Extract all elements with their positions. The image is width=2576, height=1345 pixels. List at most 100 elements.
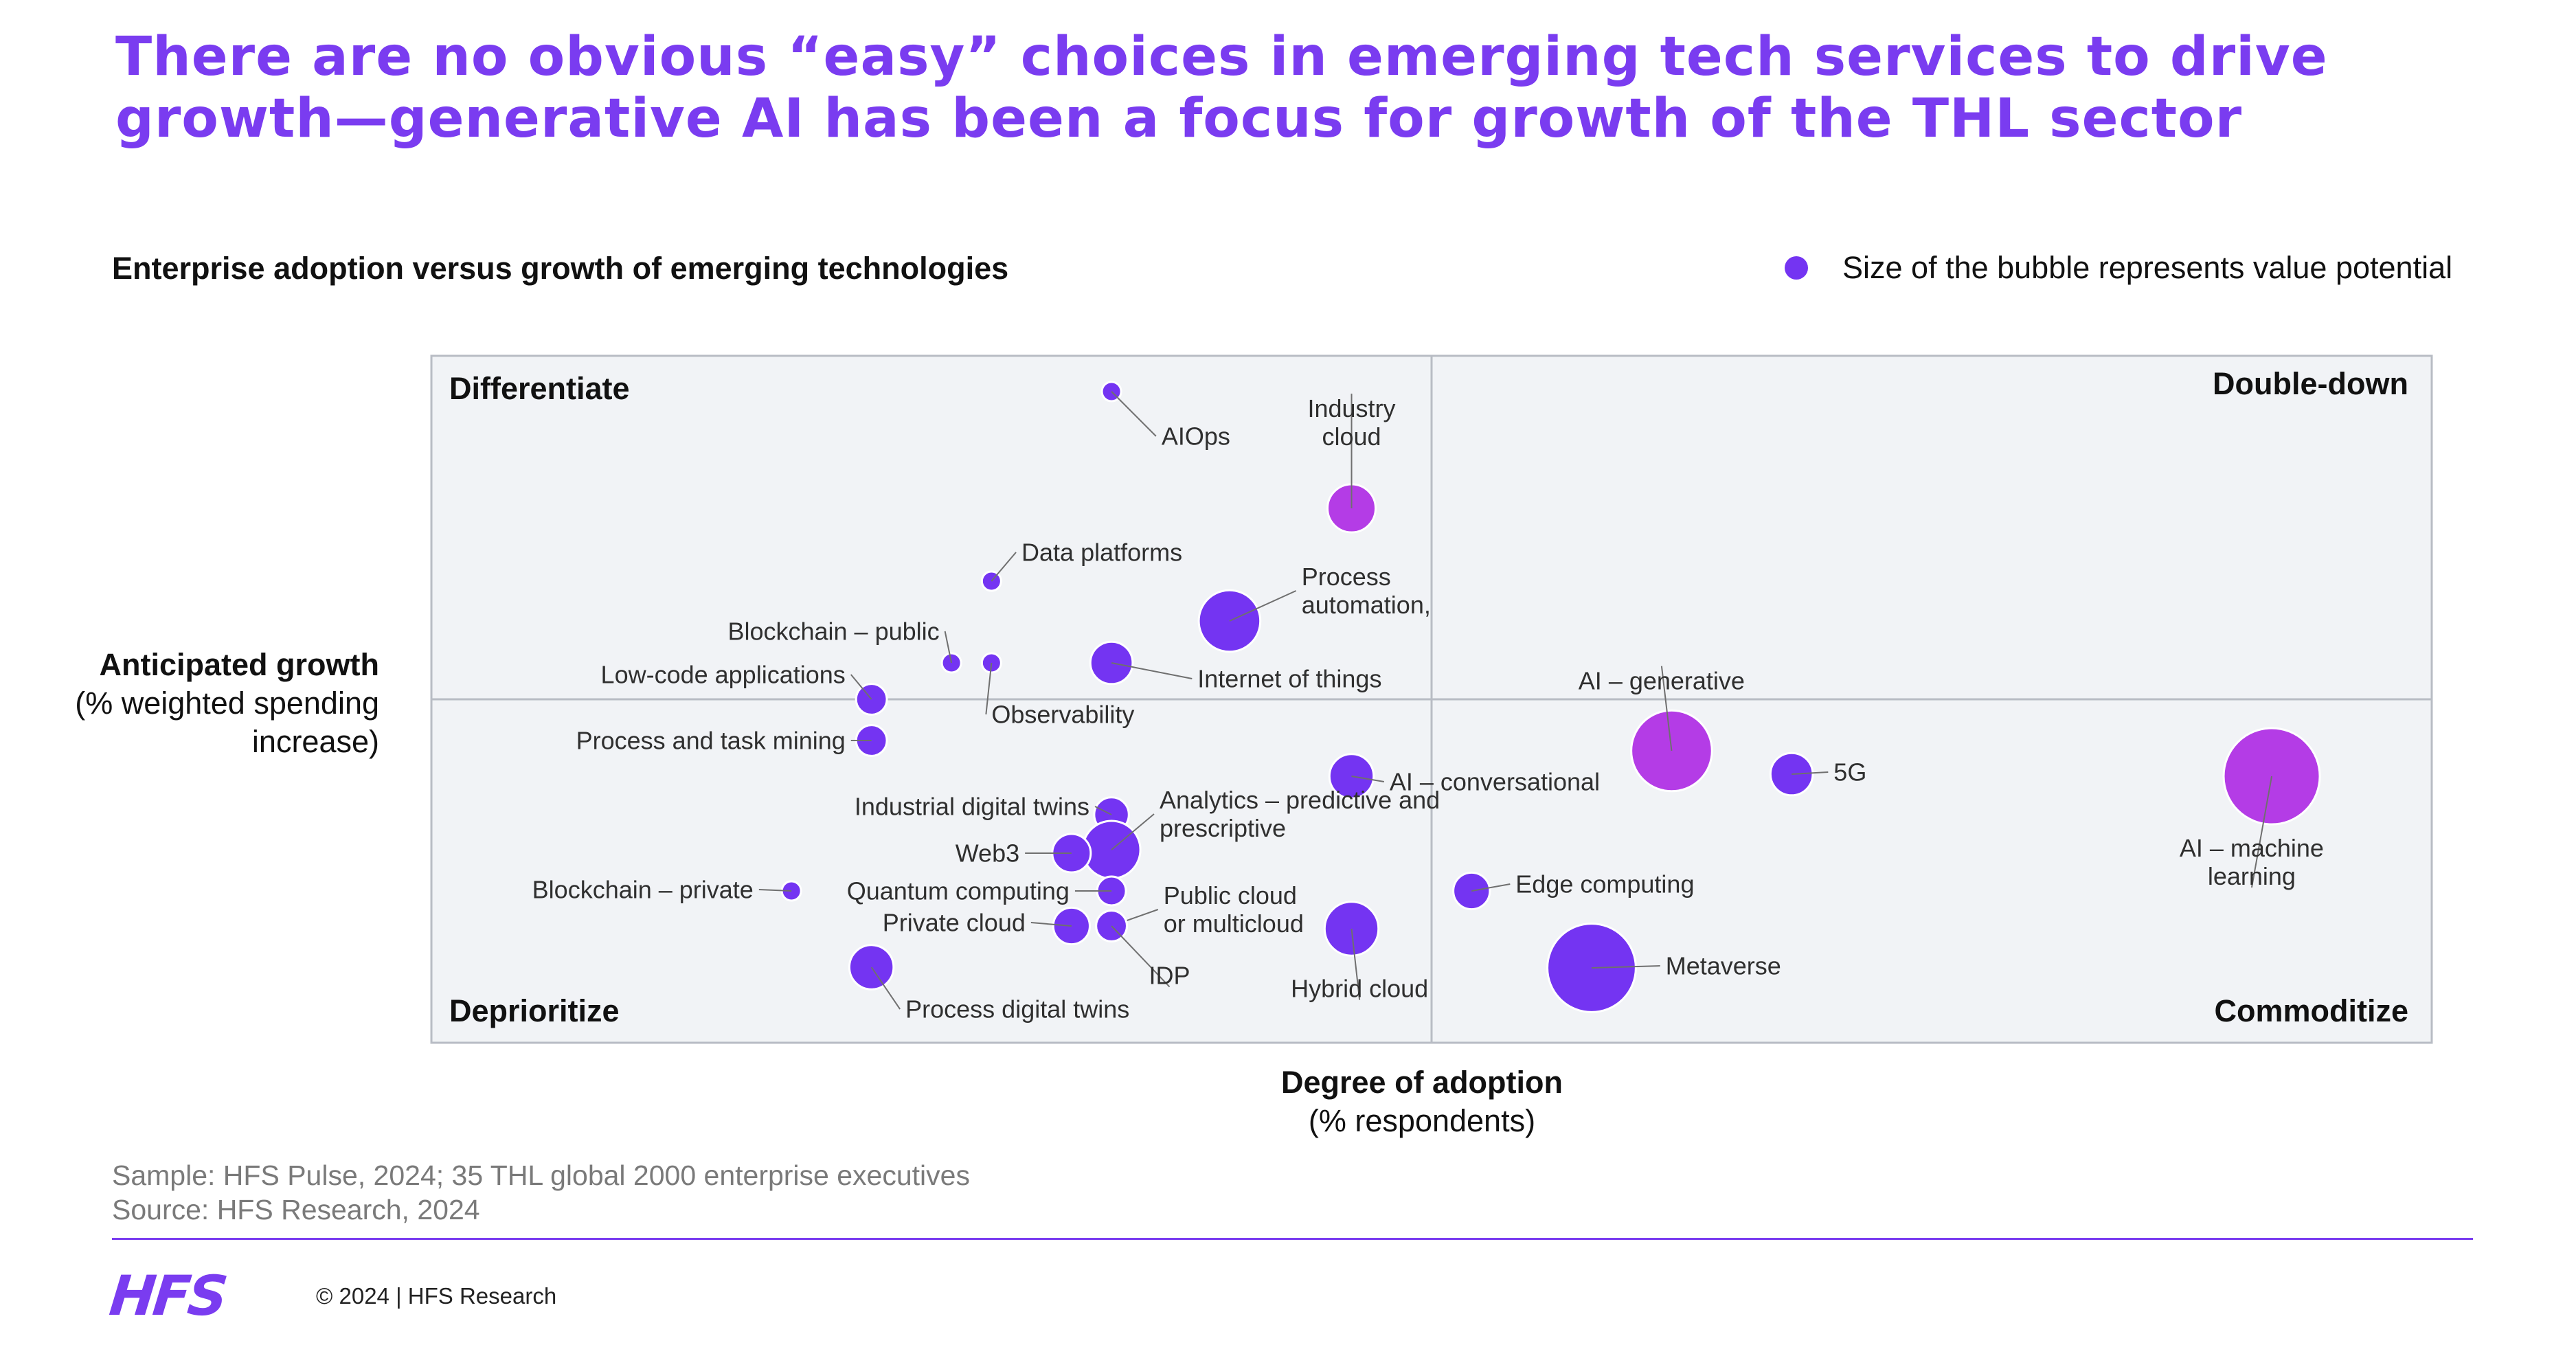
- bubble-label-industrial-digital-twins: Industrial digital twins: [855, 793, 1089, 821]
- x-axis-title: Degree of adoption: [1280, 1065, 1563, 1100]
- bubble-label-hybrid-cloud: Hybrid cloud: [1291, 975, 1428, 1003]
- bubble-label-process-digital-twins: Process digital twins: [905, 995, 1129, 1024]
- bubble-internet-of-things: [1089, 640, 1134, 686]
- bubble-label-line: Observability: [991, 701, 1134, 729]
- bubbles: AIOps Industry cloud Data platforms Process a…: [532, 381, 2324, 1024]
- leader-line-data-platforms: [991, 552, 1017, 582]
- bubble-label-quantum-computing: Quantum computing: [847, 877, 1070, 905]
- bubble-edge-computing: [1452, 871, 1491, 911]
- bubble-label-line: automation,: [1302, 591, 1431, 619]
- quadrant-label-double-down: Double-down: [2213, 366, 2408, 401]
- bubble-label-line: Data platforms: [1021, 539, 1182, 567]
- bubble-label-public-cloud-or-multicloud: Public cloud or multicloud: [1164, 881, 1304, 938]
- leader-line-ai-conversational: [1351, 776, 1385, 782]
- leader-line-metaverse: [1591, 965, 1660, 969]
- leader-line-industrial-digital-twins: [1094, 806, 1112, 815]
- source-note: Source: HFS Research, 2024: [112, 1194, 480, 1225]
- bubble-label-ai-conversational: AI – conversational: [1390, 768, 1600, 796]
- bubble-label-line: Process: [1302, 563, 1391, 591]
- page-title: There are no obvious “easy” choices in e…: [115, 26, 2328, 150]
- leader-line-idp: [1111, 925, 1171, 988]
- leader-line-private-cloud: [1030, 922, 1072, 927]
- leader-line-hybrid-cloud: [1351, 928, 1361, 1000]
- leader-line-ai-machine-learning: [2250, 776, 2273, 888]
- chart-subtitle: Enterprise adoption versus growth of eme…: [112, 251, 1009, 286]
- leader-line-observability: [985, 662, 993, 715]
- bubble-label-line: Industrial digital twins: [855, 793, 1089, 821]
- bubble-label-line: Process digital twins: [905, 995, 1129, 1024]
- bubble-label-blockchain-public: Blockchain – public: [727, 618, 939, 646]
- bubble-label-line: Blockchain – public: [727, 618, 939, 646]
- bubble-label-line: Quantum computing: [847, 877, 1070, 905]
- leader-line-process-automation: [1229, 590, 1297, 622]
- y-axis-title-text: Anticipated growth: [99, 647, 379, 682]
- bubble-label-process-automation: Process automation,: [1302, 563, 1431, 619]
- x-axis-label: Degree of adoption (% respondents): [1010, 1063, 1834, 1140]
- leader-line-blockchain-public: [944, 631, 953, 664]
- bubble-label-line: Industry: [1307, 394, 1395, 422]
- y-axis-title: Anticipated growth: [0, 646, 379, 684]
- bubble-label-line: Edge computing: [1515, 870, 1694, 898]
- bubble-label-ai-generative: AI – generative: [1579, 667, 1745, 695]
- leader-line-5g: [1792, 771, 1829, 775]
- bubble-label-blockchain-private: Blockchain – private: [532, 876, 754, 904]
- bubble-label-line: AI – generative: [1579, 667, 1745, 695]
- leader-line-aiops: [1111, 391, 1157, 437]
- bubble-label-private-cloud: Private cloud: [883, 909, 1026, 937]
- bubble-label-line: Hybrid cloud: [1291, 975, 1428, 1003]
- hfs-logo: HFS: [106, 1264, 229, 1328]
- bubble-label-line: AI – conversational: [1390, 768, 1600, 796]
- y-axis-label: Anticipated growth (% weighted spending …: [0, 646, 379, 761]
- bubble-label-idp: IDP: [1149, 962, 1190, 990]
- legend-bubble-icon: [1785, 256, 1808, 280]
- bubble-label-line: Metaverse: [1666, 952, 1781, 980]
- leader-line-analytics-predictive-and-prescriptive: [1111, 813, 1155, 850]
- leader-line-low-code-applications: [850, 674, 872, 700]
- bubble-label-line: learning: [2208, 862, 2296, 890]
- leader-line-process-digital-twins: [870, 967, 901, 1010]
- leader-line-blockchain-private: [758, 889, 792, 892]
- quadrant-label-differentiate: Differentiate: [449, 371, 630, 406]
- quadrant-label-commoditize: Commoditize: [2214, 993, 2408, 1028]
- sample-note: Sample: HFS Pulse, 2024; 35 THL global 2…: [112, 1160, 970, 1191]
- bubble-label-line: Internet of things: [1197, 665, 1381, 693]
- leader-line-edge-computing: [1471, 883, 1511, 892]
- copyright-text: © 2024 | HFS Research: [316, 1283, 557, 1309]
- bubble-label-line: Blockchain – private: [532, 876, 754, 904]
- bubble-label-line: Process and task mining: [576, 727, 846, 755]
- legend: Size of the bubble represents value pote…: [1785, 250, 2452, 286]
- leader-line-internet-of-things: [1111, 662, 1193, 679]
- bubble-label-ai-machine-learning: AI – machine learning: [2180, 834, 2324, 890]
- bubble-label-5g: 5G: [1833, 758, 1866, 787]
- bubble-label-line: or multicloud: [1164, 909, 1304, 938]
- bubble-label-data-platforms: Data platforms: [1021, 539, 1182, 567]
- bubble-label-line: Analytics – predictive and: [1160, 786, 1440, 814]
- bubble-label-line: cloud: [1322, 422, 1381, 451]
- bubble-label-line: AI – machine: [2180, 834, 2324, 862]
- bubble-label-edge-computing: Edge computing: [1515, 870, 1694, 898]
- bubble-label-metaverse: Metaverse: [1666, 952, 1781, 980]
- bubble-label-analytics-predictive-and-prescriptive: Analytics – predictive and prescriptive: [1160, 786, 1440, 842]
- bubble-label-line: 5G: [1833, 758, 1866, 787]
- legend-text: Size of the bubble represents value pote…: [1842, 250, 2453, 285]
- bubble-label-web3: Web3: [956, 839, 1019, 868]
- bubble-label-observability: Observability: [991, 701, 1134, 729]
- bubble-label-process-and-task-mining: Process and task mining: [576, 727, 846, 755]
- x-axis-unit: (% respondents): [1308, 1103, 1536, 1138]
- bubble-label-line: AIOps: [1162, 422, 1230, 451]
- bubble-label-line: Private cloud: [883, 909, 1026, 937]
- bubble-label-line: prescriptive: [1160, 814, 1286, 842]
- y-axis-unit: (% weighted spending increase): [75, 686, 379, 759]
- footer-divider: [112, 1238, 2473, 1240]
- bubble-label-industry-cloud: Industry cloud: [1307, 394, 1395, 451]
- bubble-label-low-code-applications: Low-code applications: [601, 661, 846, 689]
- bubble-label-internet-of-things: Internet of things: [1197, 665, 1381, 693]
- leader-line-ai-generative: [1660, 666, 1673, 751]
- bubble-label-line: Low-code applications: [601, 661, 846, 689]
- bubble-label-line: Web3: [956, 839, 1019, 868]
- quadrant-label-deprioritize: Deprioritize: [449, 993, 620, 1028]
- bubble-label-aiops: AIOps: [1162, 422, 1230, 451]
- bubble-label-line: Public cloud: [1164, 881, 1297, 909]
- bubble-label-line: IDP: [1149, 962, 1190, 990]
